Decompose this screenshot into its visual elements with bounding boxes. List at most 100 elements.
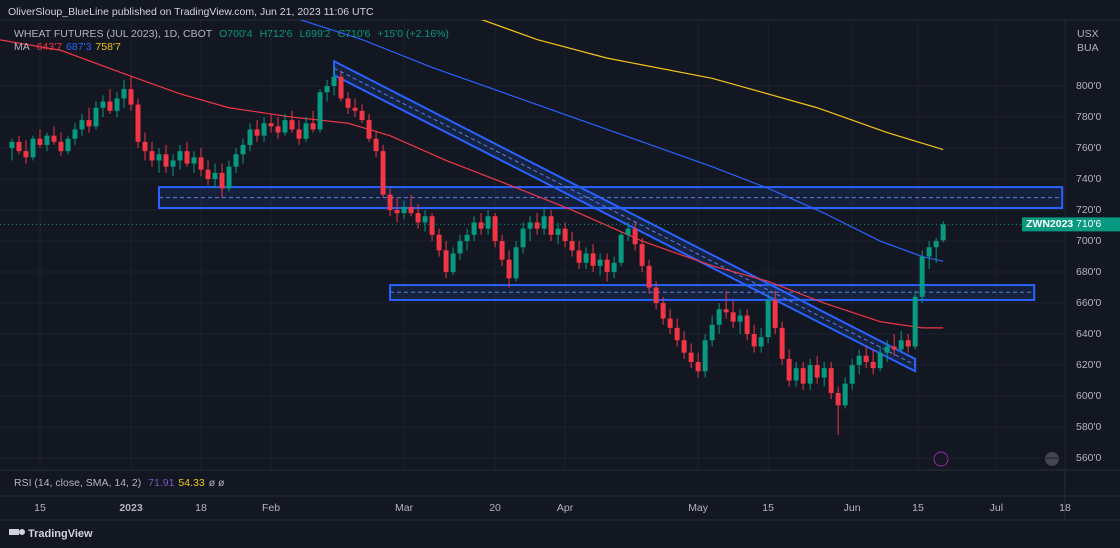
ma-label: MA <box>14 41 30 53</box>
candle-body <box>611 262 617 273</box>
candle-body <box>933 241 939 248</box>
x-tick-label: Feb <box>262 502 280 514</box>
channel-mid <box>333 67 916 366</box>
symbol-label: ZWN2023 <box>1026 218 1073 230</box>
change: +15'0 (+2.16%) <box>377 28 449 40</box>
candle-body <box>660 303 666 319</box>
candle-body <box>870 361 876 369</box>
candle-body <box>940 224 946 241</box>
candle-body <box>114 98 120 111</box>
candle-body <box>429 216 435 235</box>
candle-body <box>415 213 421 223</box>
x-tick-label: Jul <box>990 502 1003 514</box>
candle-body <box>9 141 15 149</box>
icon[interactable] <box>1045 452 1059 466</box>
candle-body <box>331 76 337 87</box>
candle-body <box>373 138 379 152</box>
candle-body <box>821 368 827 378</box>
candle-body <box>338 76 344 99</box>
candle-body <box>282 120 288 133</box>
y-tick-label: 700'0 <box>1076 235 1102 247</box>
candle-body <box>37 138 43 145</box>
logo <box>9 529 25 535</box>
candle-body <box>674 327 680 341</box>
candle-body <box>506 259 512 279</box>
candle-body <box>541 216 547 229</box>
candle-body <box>800 368 806 384</box>
candle-body <box>485 216 491 229</box>
candle-body <box>296 129 302 139</box>
candle-body <box>23 151 29 158</box>
candle-body <box>793 368 799 381</box>
ma-value: 643'7 <box>36 41 63 53</box>
candle-body <box>919 256 925 297</box>
candle-body <box>317 92 323 130</box>
candle-body <box>835 392 841 406</box>
candle-body <box>625 228 631 235</box>
candle-body <box>247 129 253 145</box>
ohlc: L699'2 <box>299 28 331 40</box>
candle-body <box>79 120 85 130</box>
candle-body <box>744 315 750 335</box>
candle-body <box>856 355 862 366</box>
candle-body <box>632 228 638 245</box>
candle-body <box>828 368 834 393</box>
candle-body <box>639 244 645 266</box>
candle-body <box>653 287 659 304</box>
candle-body <box>863 355 869 362</box>
y-tick-label: 660'0 <box>1076 297 1102 309</box>
candle-body <box>548 216 554 235</box>
candle-body <box>478 222 484 229</box>
x-tick-label: 2023 <box>119 502 143 514</box>
candle-body <box>135 104 141 142</box>
ma-value: 687'3 <box>66 41 92 53</box>
candle-body <box>142 141 148 152</box>
candle-body <box>772 299 778 328</box>
candle-body <box>163 154 169 167</box>
candle-body <box>212 172 218 180</box>
candle-body <box>926 247 932 257</box>
header: OliverSloup_BlueLine published on Tradin… <box>8 6 374 18</box>
candle-body <box>583 253 589 263</box>
candle-body <box>716 309 722 325</box>
legend-row: WHEAT FUTURES (JUL 2023), 1D, CBOT O700'… <box>14 28 453 40</box>
candle-body <box>387 194 393 211</box>
candle-body <box>184 151 190 164</box>
symbol-badge <box>1022 217 1120 232</box>
y-tick-label: 760'0 <box>1076 142 1102 154</box>
candle-body <box>191 157 197 164</box>
x-tick-label: 20 <box>489 502 501 514</box>
candle-body <box>198 157 204 170</box>
candle-body <box>226 166 232 189</box>
candle-body <box>849 365 855 384</box>
ohlc: O700'4 <box>219 28 253 40</box>
x-tick-label: Mar <box>395 502 414 514</box>
candle-body <box>93 107 99 127</box>
candle-body <box>324 86 330 93</box>
candle-body <box>786 358 792 381</box>
candle-body <box>618 234 624 263</box>
x-tick-label: May <box>688 502 709 514</box>
currency: USX BUA <box>1077 27 1099 55</box>
candle-body <box>842 383 848 406</box>
candle-body <box>527 222 533 229</box>
y-tick-label: 580'0 <box>1076 421 1102 433</box>
candle-body <box>352 107 358 111</box>
plot-area <box>0 20 1065 470</box>
candle-body <box>408 206 414 214</box>
candle-body <box>177 151 183 161</box>
candle-body <box>254 129 260 136</box>
candle-body <box>905 340 911 347</box>
ma-line <box>481 20 944 151</box>
candle-body <box>646 265 652 288</box>
icon[interactable] <box>933 451 949 467</box>
candle-body <box>702 340 708 372</box>
candle-body <box>233 154 239 167</box>
ohlc: C710'6 <box>337 28 371 40</box>
legend-row: MA 643'7 687'3 758'7 <box>14 41 125 53</box>
candle-body <box>86 120 92 127</box>
candle-body <box>394 210 400 214</box>
candle-body <box>345 98 351 108</box>
candle-body <box>156 154 162 161</box>
